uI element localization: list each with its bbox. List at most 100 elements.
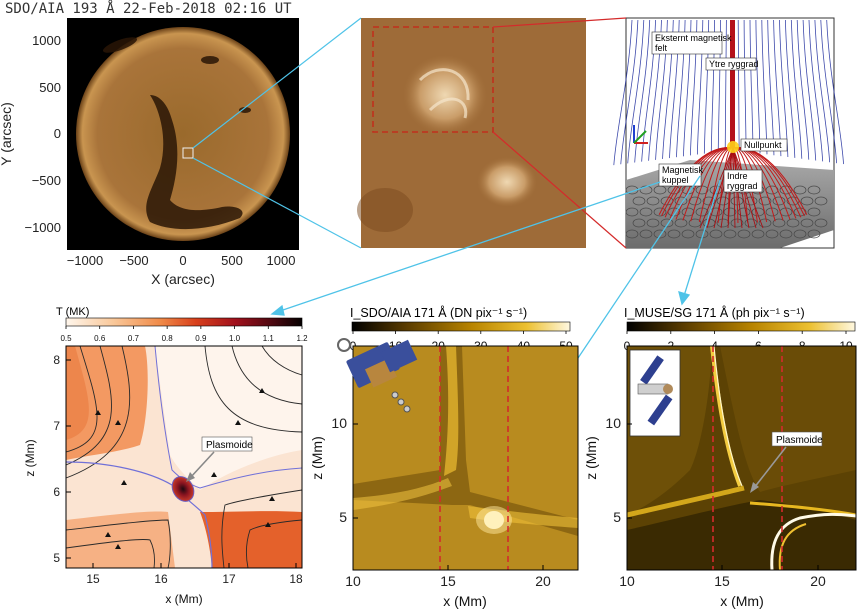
tick-label: 15 — [86, 572, 100, 586]
floor-cell — [681, 207, 695, 217]
aia-plot-frame — [352, 345, 579, 571]
tick-label: 1000 — [32, 33, 61, 48]
field-arrow — [115, 420, 121, 425]
muse-annotation: Plasmoide — [750, 431, 823, 493]
field-line — [627, 19, 645, 164]
dome-line — [706, 147, 734, 229]
top-connectors — [192, 17, 627, 249]
tick-label: 0 — [54, 126, 61, 141]
svg-text:Nullpunkt: Nullpunkt — [744, 140, 782, 150]
bottom-connectors — [270, 175, 721, 378]
floor-cell — [702, 196, 716, 206]
temp-colorbar-ticks: 0.5 0.6 0.7 0.8 0.9 1.0 1.1 1.2 — [60, 326, 308, 343]
field-arrow — [211, 472, 217, 477]
colorbar-tick-label: 0.6 — [94, 334, 106, 343]
floor-cell — [632, 196, 646, 206]
tick-label: −500 — [32, 173, 61, 188]
temp-field-line — [231, 345, 303, 405]
field-line — [724, 19, 727, 151]
floor-cell — [660, 218, 674, 228]
sun-x-label: X (arcsec) — [151, 271, 215, 287]
tick-label: 5 — [339, 509, 347, 525]
floor-cell — [723, 207, 737, 217]
muse-bright-arc — [770, 512, 857, 571]
colorbar-tick-label: 1.1 — [263, 334, 275, 343]
floor-cell — [765, 229, 779, 239]
aia-x-label: x (Mm) — [443, 593, 487, 609]
field-line — [620, 19, 639, 165]
muse-panel: I_MUSE/SG 171 Å (ph pix⁻¹ s⁻¹) 0246810 P… — [583, 305, 857, 609]
tick-label: 5 — [613, 509, 621, 525]
floor-cell — [709, 229, 723, 239]
field-arrow — [121, 480, 127, 485]
field-line — [802, 19, 817, 161]
aia-colorbar-label: I_SDO/AIA 171 Å (DN pix⁻¹ s⁻¹) — [350, 305, 527, 320]
aia-panel: I_SDO/AIA 171 Å (DN pix⁻¹ s⁻¹) 010203040… — [309, 305, 579, 609]
tick-label: 18 — [289, 572, 303, 586]
bright-loop-1 — [403, 55, 487, 135]
field-line — [820, 19, 838, 164]
model-label-null-point: Nullpunkt — [740, 138, 788, 152]
floor-cell — [737, 229, 751, 239]
floor-cell — [674, 218, 688, 228]
field-line — [743, 19, 747, 152]
tick-label: −1000 — [24, 220, 61, 235]
floor-cell — [800, 218, 814, 228]
field-line — [814, 19, 831, 163]
floor-cell — [786, 218, 800, 228]
tick-label: 17 — [222, 572, 236, 586]
tick-label: 10 — [331, 415, 347, 431]
temp-field-line — [204, 345, 303, 433]
temp-annotation: Plasmoide — [186, 436, 253, 482]
tick-label: 6 — [53, 485, 60, 499]
tick-label: 15 — [440, 573, 456, 589]
temp-field-line — [65, 345, 98, 453]
floor-cell — [807, 229, 821, 239]
field-line — [808, 19, 824, 162]
temp-y-label: z (Mm) — [23, 439, 37, 476]
dome-line — [713, 147, 734, 229]
temp-field-line — [65, 539, 155, 569]
field-line — [634, 19, 651, 163]
muse-x-label: x (Mm) — [720, 593, 764, 609]
muse-y-label: z (Mm) — [583, 436, 599, 480]
floor-cell — [758, 196, 772, 206]
floor-cell — [625, 229, 639, 239]
temp-field-line — [221, 489, 303, 569]
dome-line — [699, 147, 734, 229]
tick-label: 15 — [714, 573, 730, 589]
floor-cell — [793, 185, 807, 195]
temp-field-line — [65, 345, 131, 479]
floor-cell — [639, 229, 653, 239]
field-arrow — [235, 420, 241, 425]
floor-cell — [807, 185, 821, 195]
model-label-inner-spine: Indre ryggrad — [723, 169, 763, 193]
floor-cell — [646, 218, 660, 228]
temp-field-line — [261, 345, 303, 376]
sun-y-label: Y (arcsec) — [0, 102, 14, 166]
floor-cell — [730, 218, 744, 228]
temp-x-label: x (Mm) — [165, 592, 202, 606]
floor-cell — [646, 196, 660, 206]
muse-y-ticks: 10 5 — [605, 415, 632, 525]
floor-cell — [814, 196, 828, 206]
field-line — [737, 19, 740, 151]
field-line — [790, 19, 803, 159]
field-arrow — [269, 496, 275, 501]
colorbar-tick-label: 1.2 — [296, 334, 308, 343]
field-line — [796, 19, 810, 160]
floor-cell — [758, 218, 772, 228]
axes-triad — [633, 125, 648, 144]
temp-x-ticks: 15 16 17 18 — [86, 563, 303, 586]
floor-cell — [653, 229, 667, 239]
coronal-hole-region — [102, 37, 251, 230]
floor-cell — [772, 218, 786, 228]
tick-label: −500 — [119, 253, 148, 268]
zoom-box-marker — [182, 147, 194, 159]
muse-colorbar — [626, 321, 856, 332]
outer-spine — [730, 20, 735, 148]
null-point-marker — [727, 141, 739, 153]
floor-cell — [639, 185, 653, 195]
